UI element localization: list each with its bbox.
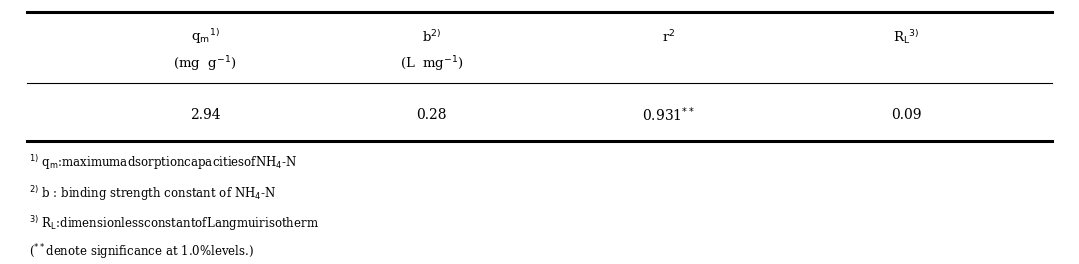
Text: (L  mg$^{-1}$): (L mg$^{-1}$) <box>399 55 464 74</box>
Text: $^{3)}$ R$_{\mathrm{L}}$:dimensionlessconstantofLangmuirisotherm: $^{3)}$ R$_{\mathrm{L}}$:dimensionlessco… <box>29 214 319 233</box>
Text: R$_{\mathrm{L}}$$^{3)}$: R$_{\mathrm{L}}$$^{3)}$ <box>893 28 919 46</box>
Text: 2.94: 2.94 <box>190 108 220 122</box>
Text: $^{2)}$ b : binding strength constant of NH$_{4}$-N: $^{2)}$ b : binding strength constant of… <box>29 185 276 204</box>
Text: 0.28: 0.28 <box>416 108 447 122</box>
Text: 0.931$^{**}$: 0.931$^{**}$ <box>642 106 696 124</box>
Text: q$_{\mathrm{m}}$$^{1)}$: q$_{\mathrm{m}}$$^{1)}$ <box>191 27 219 46</box>
Text: 0.09: 0.09 <box>891 108 921 122</box>
Text: b$^{2)}$: b$^{2)}$ <box>422 29 441 45</box>
Text: r$^{2}$: r$^{2}$ <box>663 29 675 45</box>
Text: (mg  g$^{-1}$): (mg g$^{-1}$) <box>174 55 236 74</box>
Text: $^{1)}$ q$_{\mathrm{m}}$:maximumadsorptioncapacitiesofNH$_{4}$-N: $^{1)}$ q$_{\mathrm{m}}$:maximumadsorpti… <box>29 153 298 172</box>
Text: ($^{**}$denote significance at 1.0%levels.): ($^{**}$denote significance at 1.0%level… <box>29 242 255 262</box>
